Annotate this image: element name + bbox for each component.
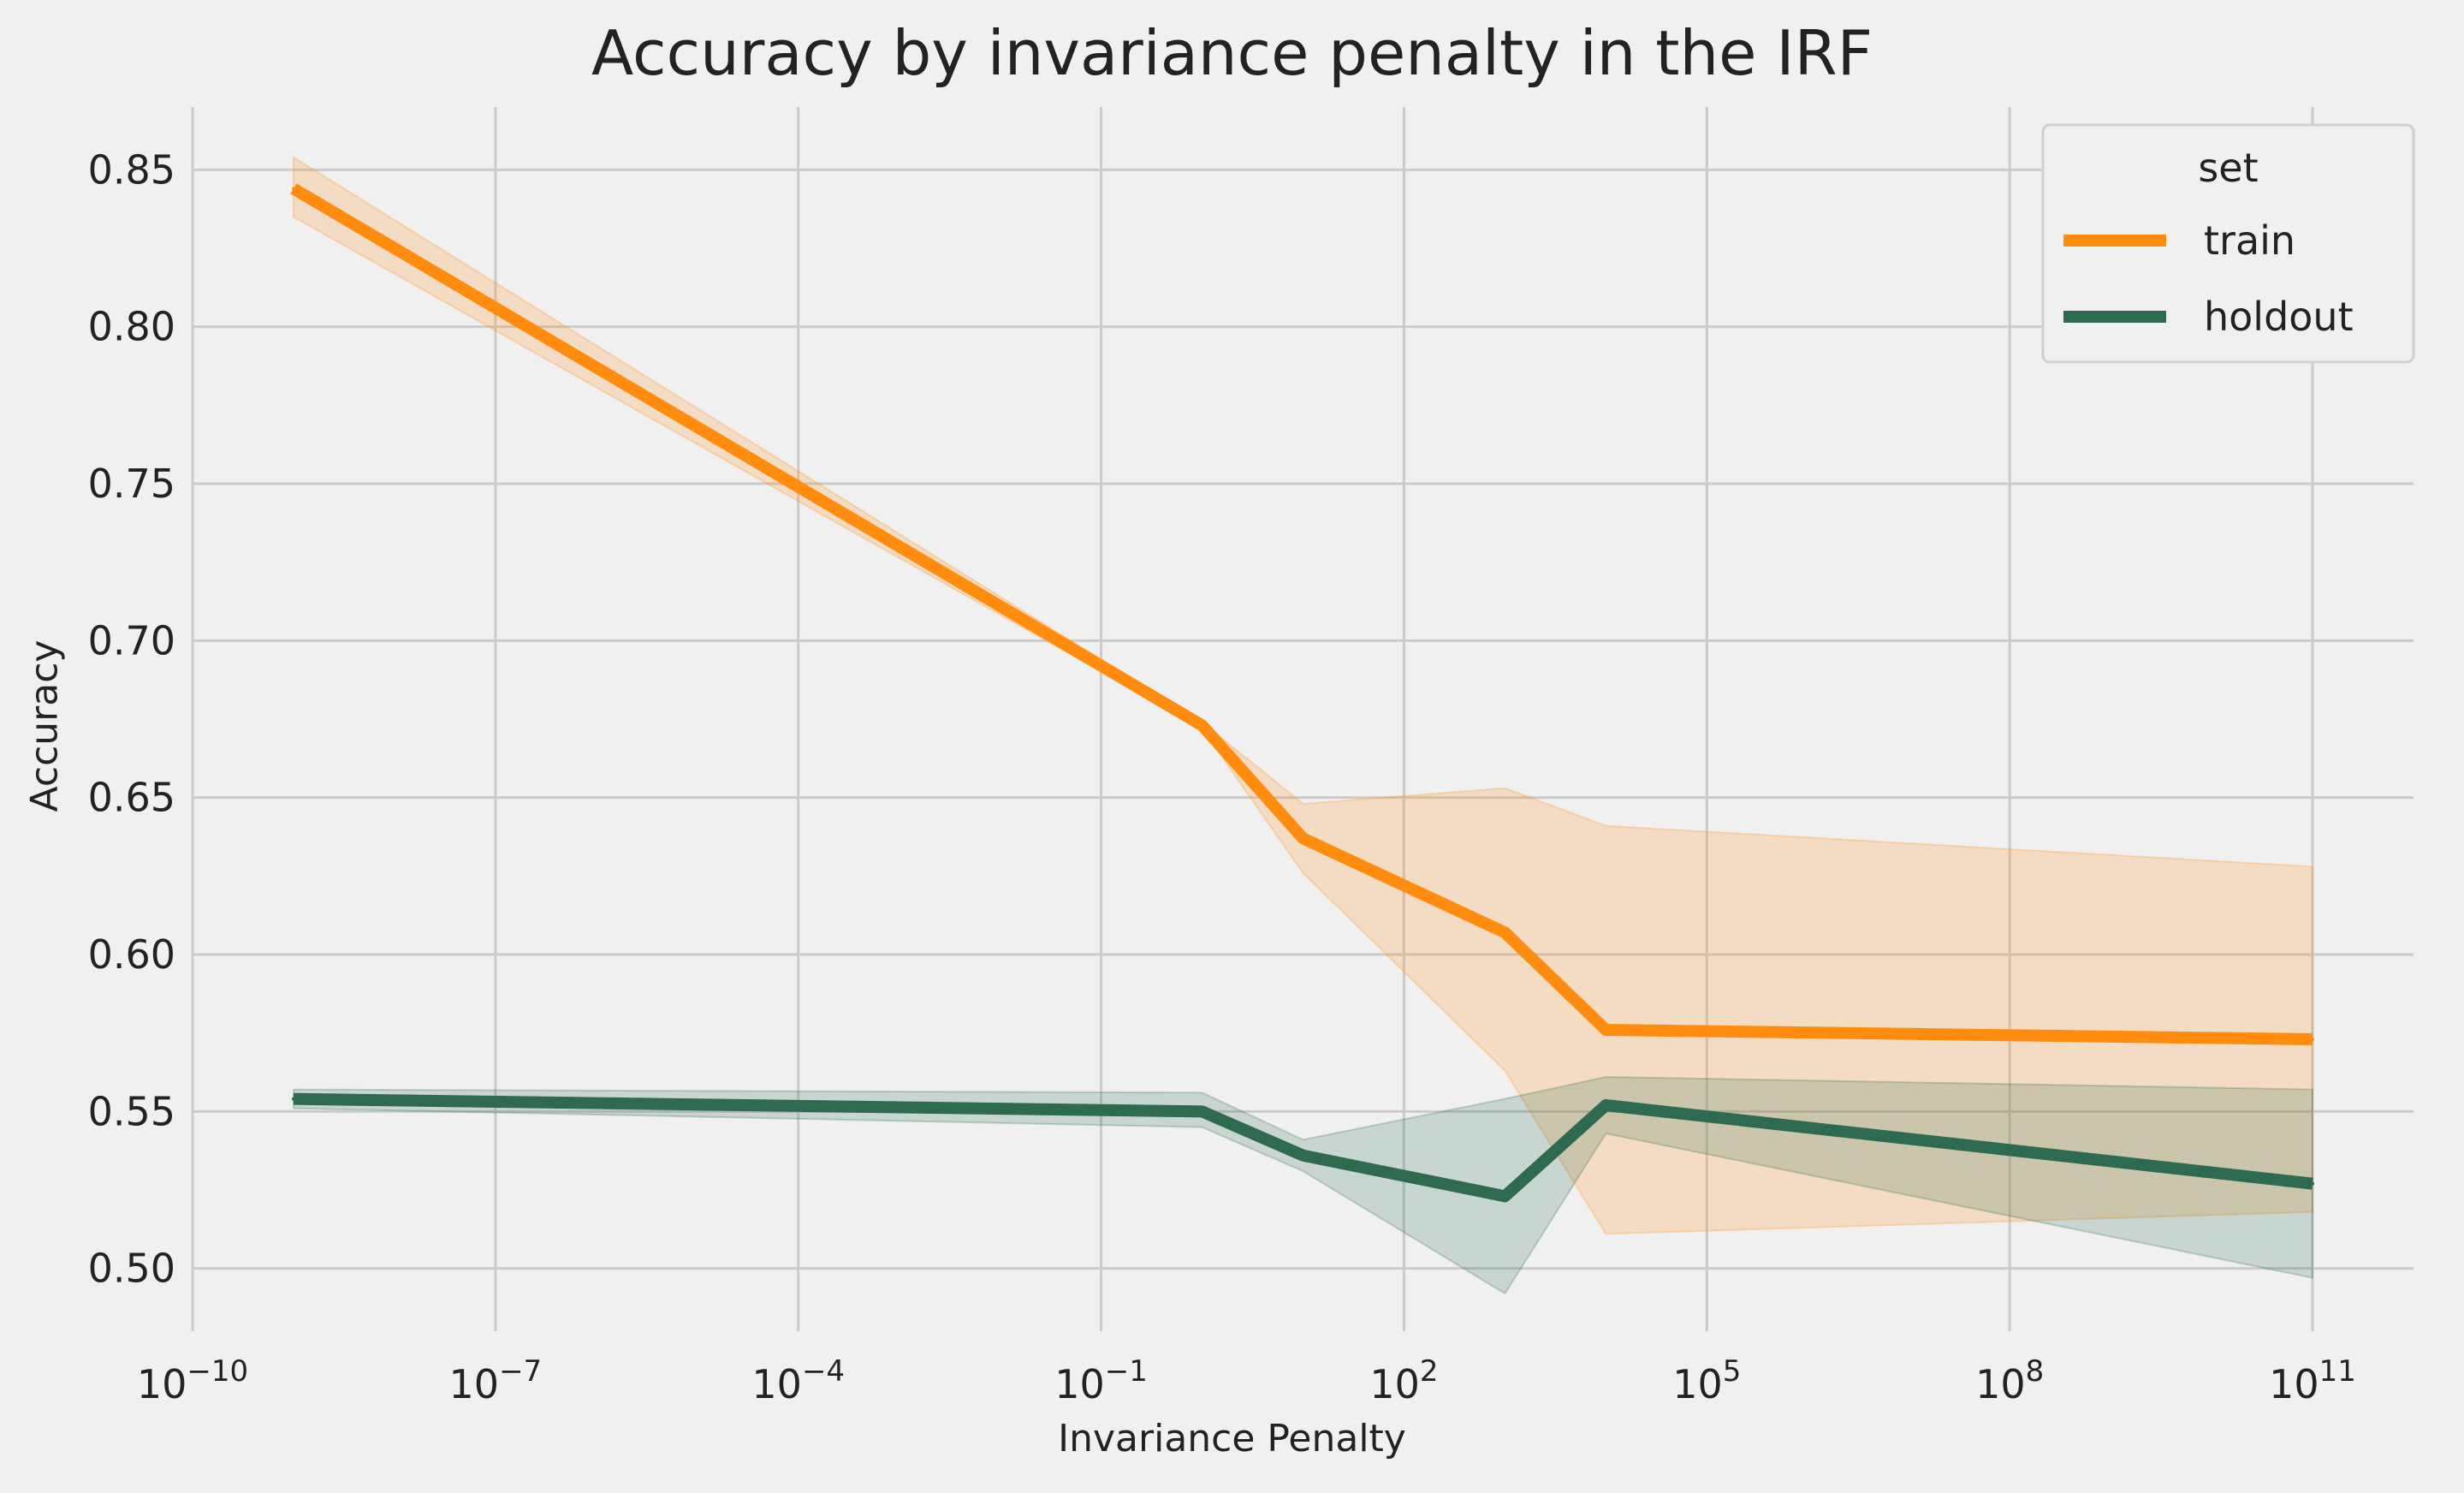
y-tick-label: 0.75 <box>88 461 175 507</box>
legend: set train holdout <box>2041 123 2415 364</box>
y-tick-label: 0.55 <box>88 1088 175 1134</box>
x-tick-label: 108 <box>1975 1354 2044 1407</box>
x-tick-labels: 10−10 10−7 10−4 10−1 102 105 108 1011 <box>137 1354 2356 1407</box>
legend-box <box>2041 123 2415 364</box>
chart-title: Accuracy by invariance penalty in the IR… <box>591 17 1873 89</box>
train-point <box>1200 723 1204 728</box>
series-lines <box>290 183 2315 1203</box>
grid-lines <box>191 107 2414 1331</box>
x-tick-label: 10−10 <box>137 1354 248 1407</box>
y-axis-label: Accuracy <box>22 639 67 812</box>
y-tick-label: 0.70 <box>88 617 175 663</box>
train-point <box>291 187 295 191</box>
holdout-line <box>293 1092 2313 1203</box>
x-tick-label: 102 <box>1369 1354 1438 1407</box>
train-point <box>1503 931 1507 935</box>
holdout-point <box>2311 1181 2315 1186</box>
y-tick-label: 0.85 <box>88 146 175 193</box>
holdout-point <box>1604 1103 1608 1107</box>
train-point <box>1604 1028 1608 1032</box>
train-point <box>2311 1038 2315 1041</box>
y-tick-label: 0.60 <box>88 931 175 978</box>
legend-label-holdout: holdout <box>2204 294 2354 340</box>
x-tick-label: 10−4 <box>751 1354 845 1407</box>
x-tick-label: 1011 <box>2269 1354 2356 1407</box>
y-tick-label: 0.65 <box>88 775 175 821</box>
holdout-point <box>1301 1153 1305 1157</box>
legend-label-train: train <box>2204 217 2295 264</box>
holdout-point <box>1200 1109 1204 1114</box>
holdout-point <box>1503 1194 1507 1199</box>
y-tick-labels: 0.50 0.55 0.60 0.65 0.70 0.75 0.80 0.85 <box>88 146 175 1291</box>
x-tick-label: 105 <box>1672 1354 1741 1407</box>
y-tick-label: 0.50 <box>88 1246 175 1292</box>
train-point <box>1301 836 1305 841</box>
x-axis-label: Invariance Penalty <box>1058 1417 1406 1460</box>
legend-title: set <box>2198 145 2258 191</box>
x-tick-label: 10−7 <box>449 1354 543 1407</box>
y-tick-label: 0.80 <box>88 304 175 350</box>
train-line <box>290 183 2313 1045</box>
holdout-point <box>291 1097 295 1101</box>
x-tick-label: 10−1 <box>1054 1354 1148 1407</box>
